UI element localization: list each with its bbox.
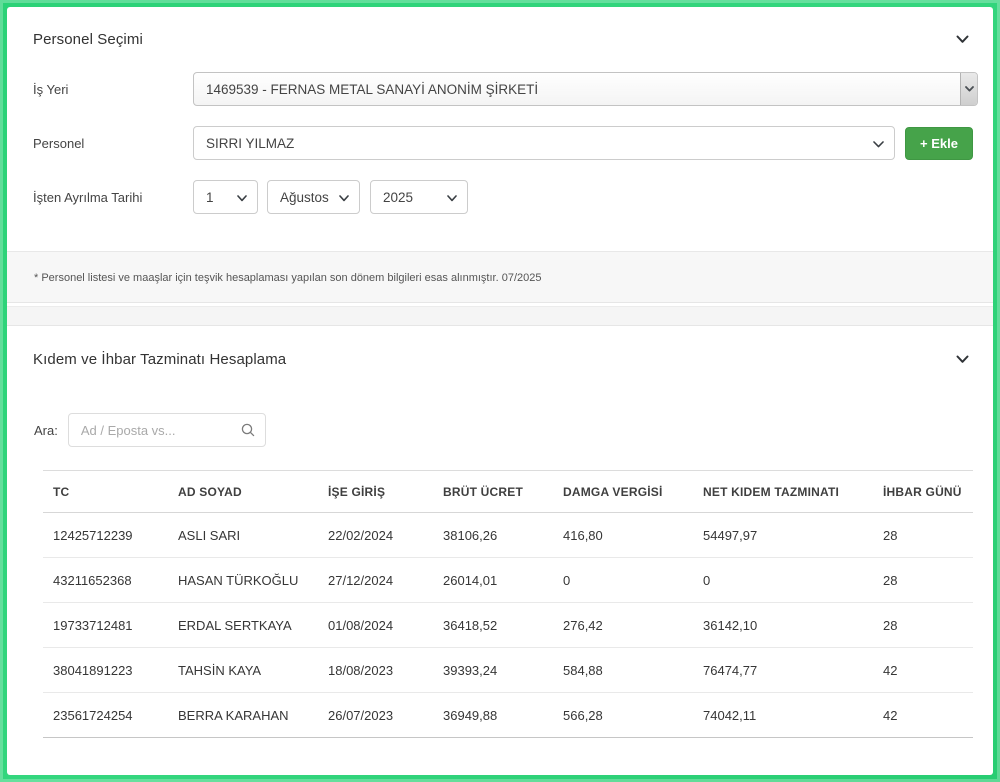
month-selected-value: Ağustos bbox=[280, 189, 329, 205]
column-header: İHBAR GÜNÜ bbox=[883, 484, 962, 499]
chevron-down-icon bbox=[447, 190, 457, 205]
month-select[interactable]: Ağustos bbox=[267, 180, 360, 214]
table-cell: ERDAL SERTKAYA bbox=[178, 617, 292, 633]
collapse-toggle-button[interactable] bbox=[954, 353, 971, 366]
table-cell: 0 bbox=[703, 572, 711, 588]
day-select[interactable]: 1 bbox=[193, 180, 258, 214]
table-cell: 28 bbox=[883, 572, 898, 588]
table-cell: TAHSİN KAYA bbox=[178, 662, 262, 678]
personel-form: İş Yeri 1469539 - FERNAS METAL SANAYİ AN… bbox=[7, 48, 993, 214]
results-table-wrap: TC AD SOYAD İŞE GİRİŞ BRÜT ÜCRET DAMGA VERGİ… bbox=[43, 470, 973, 738]
table-cell: 22/02/2024 bbox=[328, 527, 394, 543]
period-note: * Personel listesi ve maaşlar için teşvi… bbox=[34, 272, 542, 284]
section-divider bbox=[7, 306, 993, 326]
is-yeri-select[interactable]: 1469539 - FERNAS METAL SANAYİ ANONİM ŞİR… bbox=[193, 72, 978, 106]
table-cell: 54497,97 bbox=[703, 527, 758, 543]
isten-ayrilma-row: İşten Ayrılma Tarihi 1 Ağustos bbox=[33, 180, 973, 214]
search-row: Ara: bbox=[34, 413, 973, 447]
collapse-toggle-button[interactable] bbox=[954, 33, 971, 46]
table-row: 23561724254 BERRA KARAHAN 26/07/2023 36949,… bbox=[43, 693, 973, 738]
table-cell: 36142,10 bbox=[703, 617, 758, 633]
chevron-down-icon bbox=[339, 190, 349, 205]
caret-down-icon bbox=[960, 73, 977, 105]
table-cell: 42 bbox=[883, 707, 898, 723]
table-cell: 76474,77 bbox=[703, 662, 758, 678]
search-icon bbox=[240, 422, 256, 438]
column-header: BRÜT ÜCRET bbox=[443, 484, 523, 499]
column-header: DAMGA VERGİSİ bbox=[563, 484, 663, 499]
column-header: TC bbox=[53, 484, 70, 499]
table-cell: 43211652368 bbox=[53, 572, 132, 588]
table-cell: 36949,88 bbox=[443, 707, 498, 723]
chevron-down-icon bbox=[956, 352, 969, 367]
personel-secimi-footer: * Personel listesi ve maaşlar için teşvi… bbox=[7, 251, 993, 303]
table-cell: 27/12/2024 bbox=[328, 572, 394, 588]
section-title: Personel Seçimi bbox=[33, 31, 143, 48]
is-yeri-label: İş Yeri bbox=[33, 81, 69, 97]
chevron-down-icon bbox=[237, 190, 247, 205]
table-body: 12425712239 ASLI SARI 22/02/2024 38106,26 41… bbox=[43, 513, 973, 738]
table-cell: 19733712481 bbox=[53, 617, 133, 633]
table-cell: 12425712239 bbox=[53, 527, 133, 543]
year-selected-value: 2025 bbox=[383, 189, 414, 205]
table-cell: 36418,52 bbox=[443, 617, 498, 633]
search-input[interactable] bbox=[67, 413, 266, 447]
personel-label: Personel bbox=[33, 135, 85, 151]
table-cell: 38106,26 bbox=[443, 527, 498, 543]
table-cell: HASAN TÜRKOĞLU bbox=[178, 572, 299, 588]
ekle-button[interactable]: + Ekle bbox=[905, 126, 973, 160]
year-select[interactable]: 2025 bbox=[370, 180, 468, 214]
results-table: TC AD SOYAD İŞE GİRİŞ BRÜT ÜCRET DAMGA VERGİ… bbox=[43, 470, 973, 738]
table-cell: 566,28 bbox=[563, 707, 603, 723]
table-cell: 42 bbox=[883, 662, 898, 678]
table-cell: 74042,11 bbox=[703, 707, 757, 723]
table-cell: 0 bbox=[563, 572, 571, 588]
personel-selected-value: SIRRI YILMAZ bbox=[206, 135, 295, 151]
section-title: Kıdem ve İhbar Tazminatı Hesaplama bbox=[33, 351, 287, 368]
personel-secimi-card: Personel Seçimi İş Yeri 1469539 - FERNAS… bbox=[7, 7, 993, 303]
column-header: NET KIDEM TAZMINATI bbox=[703, 484, 840, 499]
table-cell: 38041891223 bbox=[53, 662, 133, 678]
isten-ayrilma-label: İşten Ayrılma Tarihi bbox=[33, 189, 143, 205]
table-cell: 01/08/2024 bbox=[328, 617, 394, 633]
chevron-down-icon bbox=[956, 32, 969, 47]
table-cell: 23561724254 bbox=[53, 707, 133, 723]
table-cell: 26014,01 bbox=[443, 572, 498, 588]
is-yeri-row: İş Yeri 1469539 - FERNAS METAL SANAYİ AN… bbox=[33, 72, 978, 106]
table-row: 12425712239 ASLI SARI 22/02/2024 38106,26 41… bbox=[43, 513, 973, 558]
personel-select[interactable]: SIRRI YILMAZ bbox=[193, 126, 895, 160]
table-row: 43211652368 HASAN TÜRKOĞLU 27/12/2024 26014… bbox=[43, 558, 973, 603]
kidem-hesaplama-header[interactable]: Kıdem ve İhbar Tazminatı Hesaplama bbox=[7, 326, 993, 368]
table-cell: 28 bbox=[883, 527, 898, 543]
table-row: 38041891223 TAHSİN KAYA 18/08/2023 39393,24… bbox=[43, 648, 973, 693]
table-cell: BERRA KARAHAN bbox=[178, 707, 289, 723]
table-cell: 26/07/2023 bbox=[328, 707, 394, 723]
app-page: Personel Seçimi İş Yeri 1469539 - FERNAS… bbox=[7, 7, 993, 775]
table-row: 19733712481 ERDAL SERTKAYA 01/08/2024 36418… bbox=[43, 603, 973, 648]
personel-secimi-header[interactable]: Personel Seçimi bbox=[7, 7, 993, 48]
table-head: TC AD SOYAD İŞE GİRİŞ BRÜT ÜCRET DAMGA VERGİ… bbox=[43, 470, 973, 513]
table-cell: 18/08/2023 bbox=[328, 662, 394, 678]
table-header-row: TC AD SOYAD İŞE GİRİŞ BRÜT ÜCRET DAMGA VERGİ… bbox=[43, 470, 973, 513]
kidem-hesaplama-card: Kıdem ve İhbar Tazminatı Hesaplama Ara: bbox=[7, 326, 993, 738]
chevron-down-icon bbox=[873, 136, 884, 151]
column-header: AD SOYAD bbox=[178, 484, 242, 499]
personel-row: Personel SIRRI YILMAZ + Ekle bbox=[33, 126, 973, 160]
search-label: Ara: bbox=[34, 422, 58, 438]
table-cell: 28 bbox=[883, 617, 898, 633]
column-header: İŞE GİRİŞ bbox=[328, 484, 386, 499]
table-cell: 584,88 bbox=[563, 662, 603, 678]
table-cell: ASLI SARI bbox=[178, 527, 241, 543]
table-cell: 416,80 bbox=[563, 527, 603, 543]
table-cell: 276,42 bbox=[563, 617, 603, 633]
table-cell: 39393,24 bbox=[443, 662, 498, 678]
day-selected-value: 1 bbox=[206, 189, 214, 205]
is-yeri-selected-value: 1469539 - FERNAS METAL SANAYİ ANONİM ŞİR… bbox=[206, 81, 539, 97]
